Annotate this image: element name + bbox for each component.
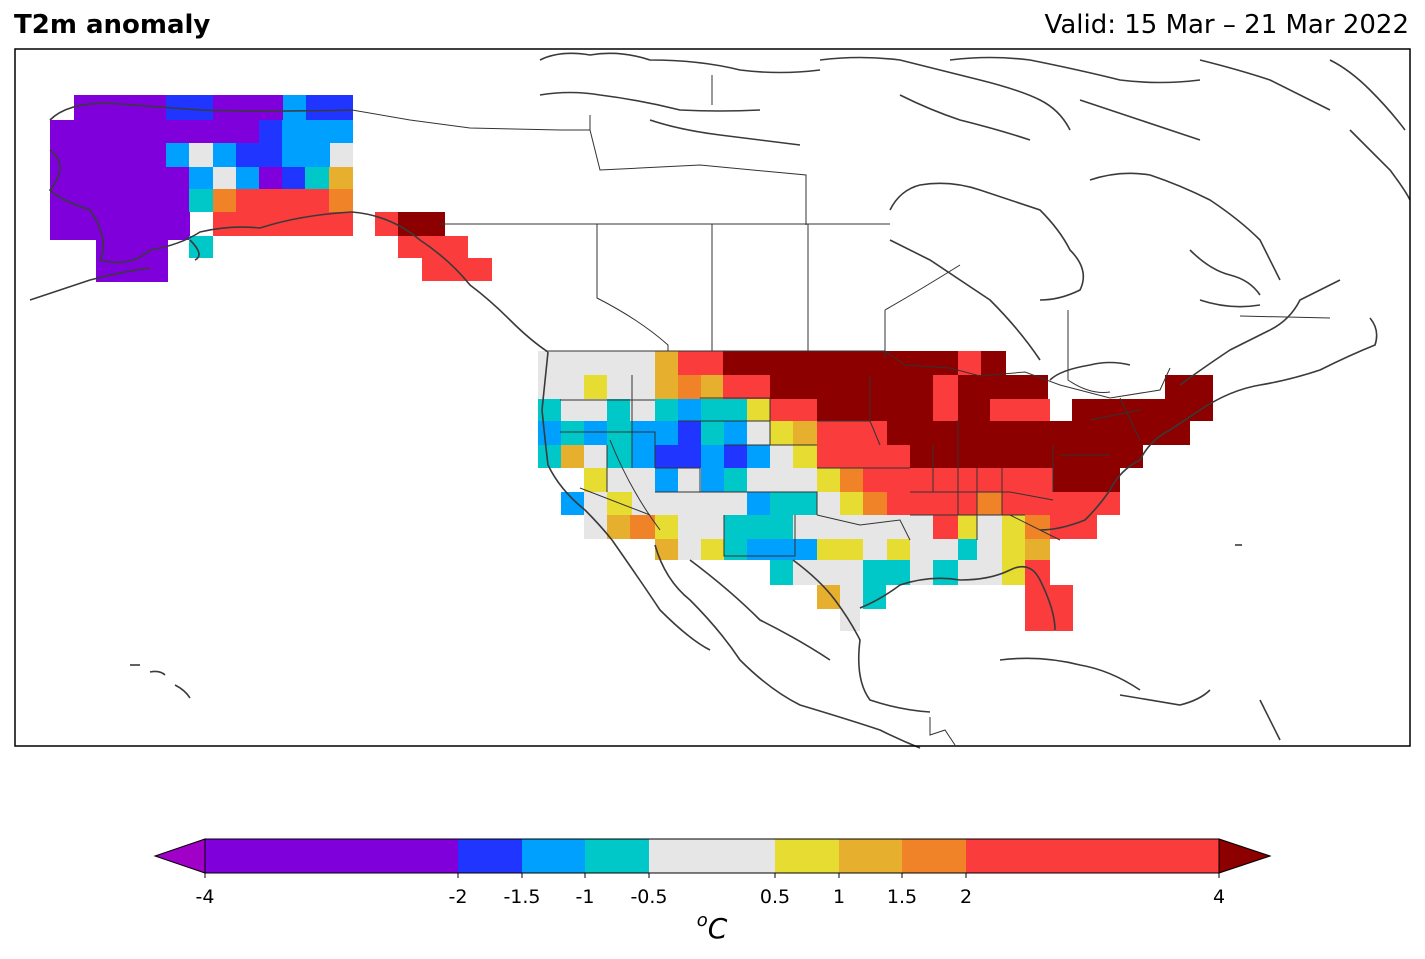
- colorbar-tick-label: -1: [576, 886, 595, 908]
- political-boundaries: [351, 75, 1331, 746]
- colorbar-tick-label: 2: [960, 886, 972, 908]
- colorbar-bin: [585, 839, 649, 873]
- colorbar-tick-label: -1.5: [503, 886, 540, 908]
- colorbar-tick-label: 1: [833, 886, 845, 908]
- colorbar-bin: [839, 839, 902, 873]
- colorbar-ticks: -4 -2 -1.5 -1 -0.5 0.5 1 1.5 2 4: [196, 873, 1225, 908]
- valid-date: Valid: 15 Mar – 21 Mar 2022: [1044, 10, 1409, 40]
- colorbar-bin: [205, 839, 458, 873]
- colorbar-tick-label: 1.5: [887, 886, 917, 908]
- map-title: T2m anomaly: [14, 10, 211, 40]
- colorbar-bin: [966, 839, 1219, 873]
- colorbar-tick-label: -0.5: [630, 886, 667, 908]
- colorbar-over-extension: [1218, 838, 1272, 874]
- colorbar-bin: [649, 839, 775, 873]
- colorbar-tick-label: -4: [196, 886, 215, 908]
- colorbar-tick-label: -2: [449, 886, 468, 908]
- colorbar-unit-superscript: o: [697, 910, 708, 931]
- colorbar-bin: [522, 839, 585, 873]
- colorbar-tick-label: 0.5: [760, 886, 790, 908]
- colorbar-unit: oC: [697, 910, 728, 945]
- colorbar-unit-main: C: [708, 912, 728, 945]
- coastlines: [29, 52, 1411, 749]
- colorbar-bin: [458, 839, 522, 873]
- colorbar-under-extension: [153, 838, 206, 874]
- colorbar-bin: [775, 839, 839, 873]
- colorbar-tick-label: 4: [1213, 886, 1225, 908]
- colorbar-bin: [902, 839, 966, 873]
- map-frame: [14, 48, 1411, 747]
- colorbar-border: [204, 838, 1220, 874]
- anomaly-map: [14, 48, 1411, 749]
- colorbar-fill: [153, 838, 1272, 874]
